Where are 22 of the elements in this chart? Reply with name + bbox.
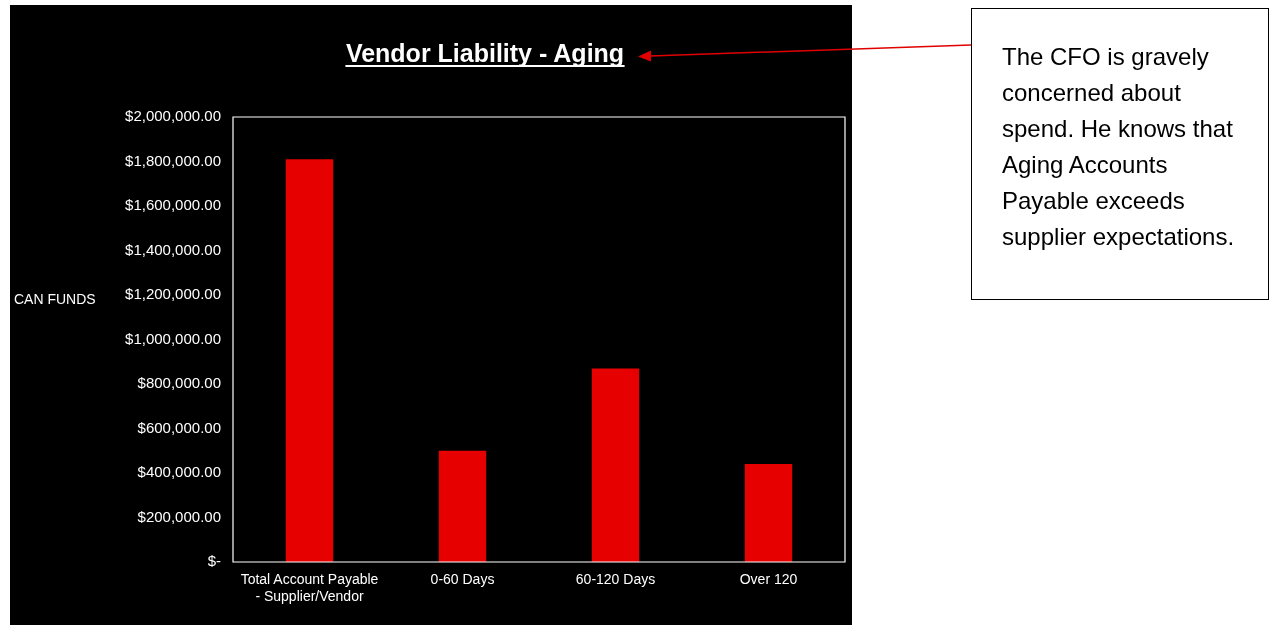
bar: [744, 464, 793, 562]
y-tick-label: $800,000.00: [137, 374, 221, 392]
x-tick-label: 0-60 Days: [430, 571, 495, 588]
y-axis-title: CAN FUNDS: [14, 290, 96, 307]
chart-title: Vendor Liability - Aging: [345, 39, 625, 67]
y-tick-label: $-: [207, 552, 221, 570]
y-tick-label: $600,000.00: [137, 418, 221, 436]
x-tick-label: Total Account Payable - Supplier/Vendor: [240, 571, 379, 605]
bar: [591, 368, 640, 562]
y-tick-label: $1,200,000.00: [125, 285, 221, 303]
y-tick-label: $1,400,000.00: [125, 240, 221, 258]
bar: [285, 159, 334, 562]
x-tick-label: Over 120: [739, 571, 798, 588]
text: The CFO is gravely concerned about spend. He knows that Aging Accounts Payable exceeds supplier expectations.: [971, 8, 1269, 300]
x-tick-label: 60-120 Days: [575, 571, 656, 588]
y-tick-label: $400,000.00: [137, 463, 221, 481]
y-tick-label: $1,600,000.00: [125, 196, 221, 214]
y-tick-label: $200,000.00: [137, 507, 221, 525]
y-tick-label: $1,000,000.00: [125, 329, 221, 347]
y-tick-label: $1,800,000.00: [125, 151, 221, 169]
y-tick-label: $2,000,000.00: [125, 107, 221, 125]
bar: [438, 450, 487, 562]
